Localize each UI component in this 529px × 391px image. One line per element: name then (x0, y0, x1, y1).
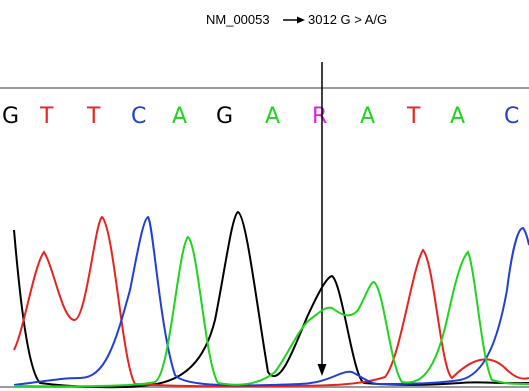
base-call-8: R (312, 104, 327, 129)
base-call-7: A (265, 104, 280, 129)
base-call-5: A (172, 104, 187, 129)
base-call-12: C (504, 104, 519, 129)
base-call-4: C (131, 104, 146, 129)
trace-c (13, 215, 529, 387)
trace-a (13, 235, 529, 388)
base-call-10: T (406, 104, 421, 129)
base-call-9: A (360, 104, 375, 129)
base-call-3: T (86, 104, 101, 129)
variant-label: 3012 G > A/G (308, 12, 387, 27)
base-call-2: T (39, 104, 54, 129)
accession-label: NM_00053 (206, 12, 270, 27)
base-call-6: G (216, 104, 233, 129)
trace-group (13, 210, 529, 389)
pointer-arrowhead-icon (317, 364, 327, 376)
arrow-head-icon (297, 16, 305, 24)
base-call-1: G (2, 104, 19, 129)
base-call-11: A (450, 104, 465, 129)
